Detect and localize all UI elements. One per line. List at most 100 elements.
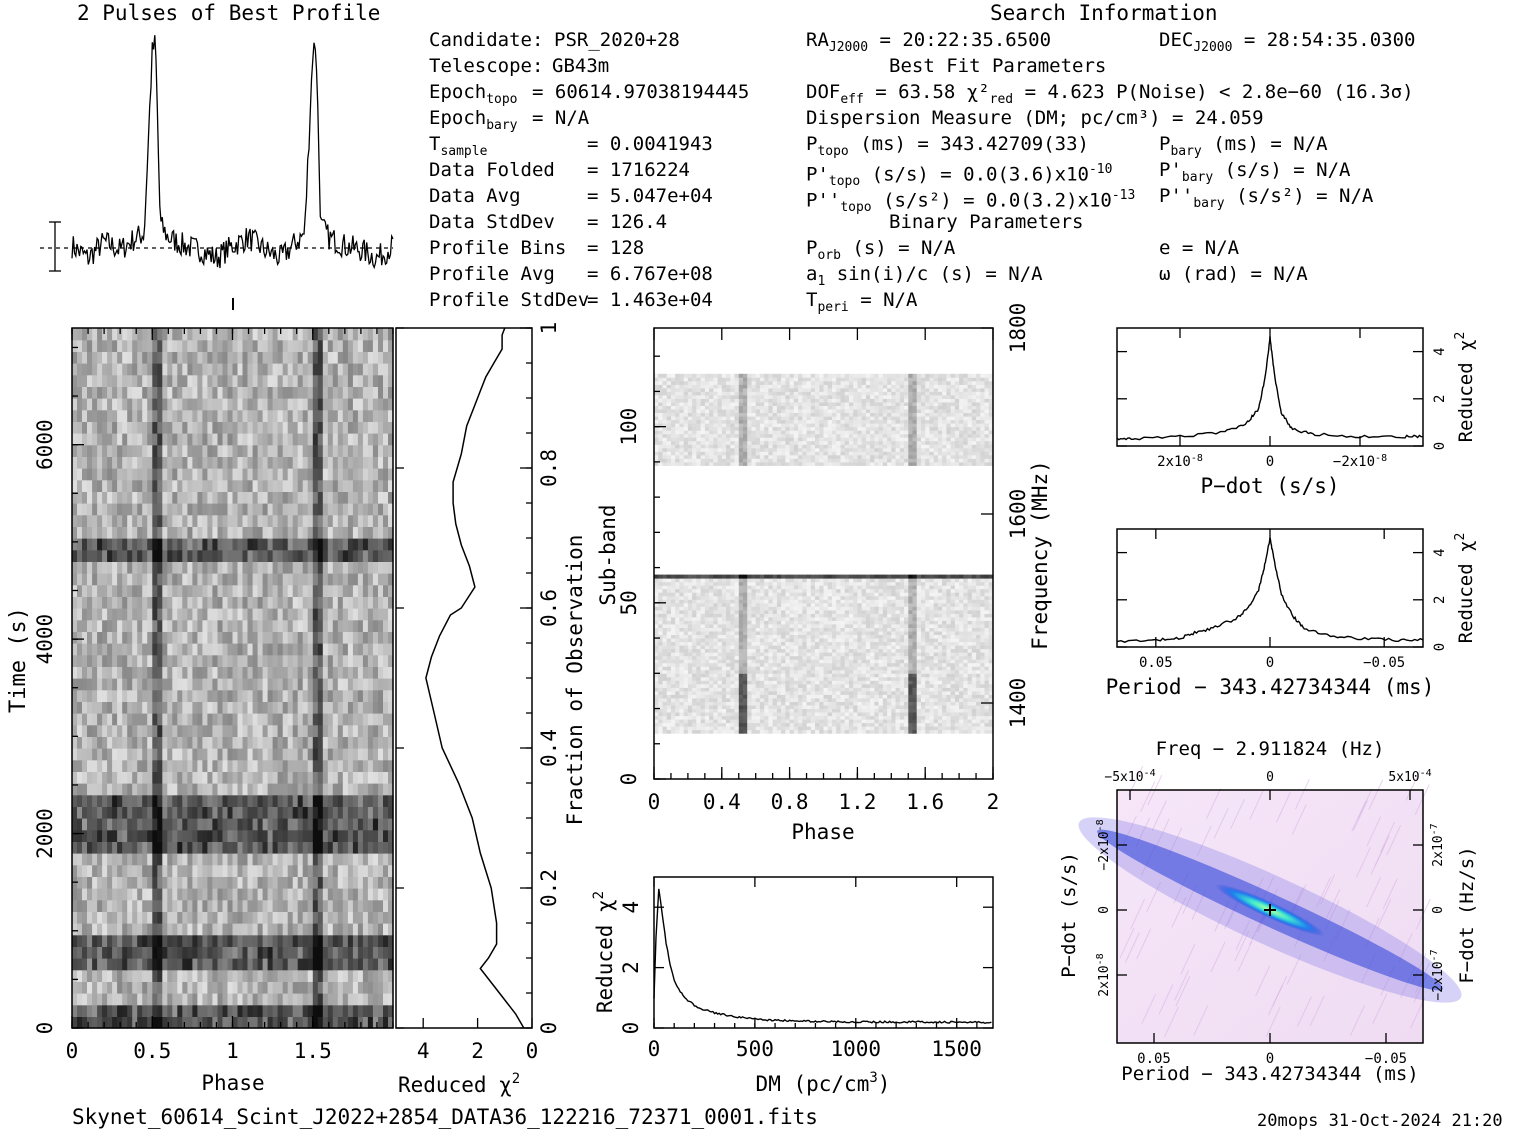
- heatmap-cell: [232, 596, 239, 609]
- heatmap-cell: [312, 351, 319, 364]
- heatmap-cell: [832, 694, 837, 699]
- heatmap-cell: [182, 806, 188, 819]
- heatmap-cell: [312, 608, 319, 621]
- heatmap-cell: [342, 724, 349, 737]
- heatmap-cell: [277, 526, 284, 539]
- heatmap-cell: [734, 726, 740, 731]
- heatmap-cell: [182, 654, 188, 667]
- heatmap-cell: [182, 526, 188, 539]
- heatmap-cell: [267, 993, 274, 1006]
- heatmap-cell: [362, 549, 369, 562]
- heatmap-cell: [367, 678, 374, 691]
- heatmap-cell: [367, 584, 374, 597]
- heatmap-cell: [963, 690, 968, 695]
- heatmap-cell: [362, 526, 369, 539]
- heatmap-cell: [307, 818, 314, 831]
- heatmap-cell: [322, 456, 329, 469]
- heatmap-cell: [282, 491, 289, 504]
- heatmap-cell: [891, 729, 896, 734]
- heatmap-cell: [362, 981, 369, 994]
- heatmap-cell: [122, 479, 128, 492]
- heatmap-cell: [367, 491, 374, 504]
- heatmap-cell: [202, 853, 208, 866]
- heatmap-cell: [372, 328, 379, 341]
- heatmap-cell: [237, 374, 244, 387]
- heatmap-cell: [197, 456, 203, 469]
- heatmap-cell: [72, 841, 78, 854]
- heatmap-cell: [167, 899, 173, 912]
- heatmap-cell: [192, 398, 198, 411]
- heatmap-cell: [177, 339, 183, 352]
- heatmap-cell: [152, 339, 158, 352]
- heatmap-cell: [929, 726, 935, 731]
- heatmap-cell: [287, 958, 294, 971]
- heatmap-cell: [142, 1016, 148, 1029]
- heatmap-cell: [332, 899, 339, 912]
- pddot-topo-line: P''topo (s/s²) = 0.0(3.2)x10-13: [806, 188, 1136, 216]
- heatmap-cell: [347, 444, 354, 457]
- heatmap-cell: [954, 729, 960, 734]
- heatmap-cell: [177, 351, 183, 364]
- heatmap-cell: [696, 690, 702, 695]
- heatmap-cell: [327, 666, 334, 679]
- heatmap-cell: [836, 690, 841, 695]
- heatmap-cell: [388, 584, 394, 597]
- heatmap-cell: [282, 911, 289, 924]
- heatmap-cell: [307, 619, 314, 632]
- heatmap-cell: [967, 708, 973, 713]
- heatmap-cell: [262, 969, 269, 982]
- heatmap-cell: [272, 503, 279, 516]
- heatmap-cell: [157, 853, 163, 866]
- heatmap-cell: [895, 726, 901, 731]
- heatmap-cell: [362, 853, 369, 866]
- heatmap-cell: [357, 759, 364, 772]
- heatmap-cell: [147, 923, 153, 936]
- heatmap-cell: [127, 923, 133, 936]
- heatmap-cell: [207, 643, 213, 656]
- heatmap-cell: [362, 643, 369, 656]
- heatmap-cell: [77, 969, 83, 982]
- heatmap-cell: [895, 698, 901, 702]
- heatmap-cell: [262, 1004, 269, 1017]
- heatmap-cell: [92, 526, 98, 539]
- heatmap-cell: [352, 398, 359, 411]
- heatmap-cell: [232, 759, 239, 772]
- heatmap-cell: [222, 981, 229, 994]
- heatmap-cell: [908, 698, 913, 702]
- heatmap-cell: [307, 829, 314, 842]
- heatmap-cell: [277, 794, 284, 807]
- heatmap-cell: [222, 864, 229, 877]
- heatmap-cell: [197, 561, 203, 574]
- heatmap-cell: [97, 783, 103, 796]
- heatmap-cell: [167, 631, 173, 644]
- heatmap-cell: [327, 701, 334, 714]
- heatmap-cell: [297, 363, 304, 376]
- heatmap-cell: [237, 689, 244, 702]
- heatmap-cell: [362, 934, 369, 947]
- heatmap-cell: [654, 712, 659, 717]
- heatmap-cell: [97, 946, 103, 959]
- heatmap-cell: [282, 981, 289, 994]
- heatmap-cell: [132, 538, 138, 551]
- heatmap-cell: [874, 715, 880, 720]
- heatmap-cell: [882, 708, 888, 713]
- heatmap-cell: [262, 876, 269, 889]
- heatmap-cell: [297, 783, 304, 796]
- heatmap-cell: [132, 748, 138, 761]
- heatmap-cell: [87, 526, 93, 539]
- heatmap-cell: [167, 864, 173, 877]
- heatmap-cell: [357, 876, 364, 889]
- heatmap-cell: [367, 993, 374, 1006]
- heatmap-cell: [654, 729, 659, 734]
- heatmap-cell: [242, 526, 249, 539]
- heatmap-cell: [342, 969, 349, 982]
- heatmap-cell: [287, 631, 294, 644]
- heatmap-cell: [921, 712, 926, 717]
- heatmap-cell: [912, 694, 918, 699]
- heatmap-cell: [127, 351, 133, 364]
- heatmap-cell: [342, 619, 349, 632]
- heatmap-cell: [257, 643, 264, 656]
- heatmap-cell: [87, 503, 93, 516]
- heatmap-cell: [177, 748, 183, 761]
- heatmap-cell: [187, 398, 193, 411]
